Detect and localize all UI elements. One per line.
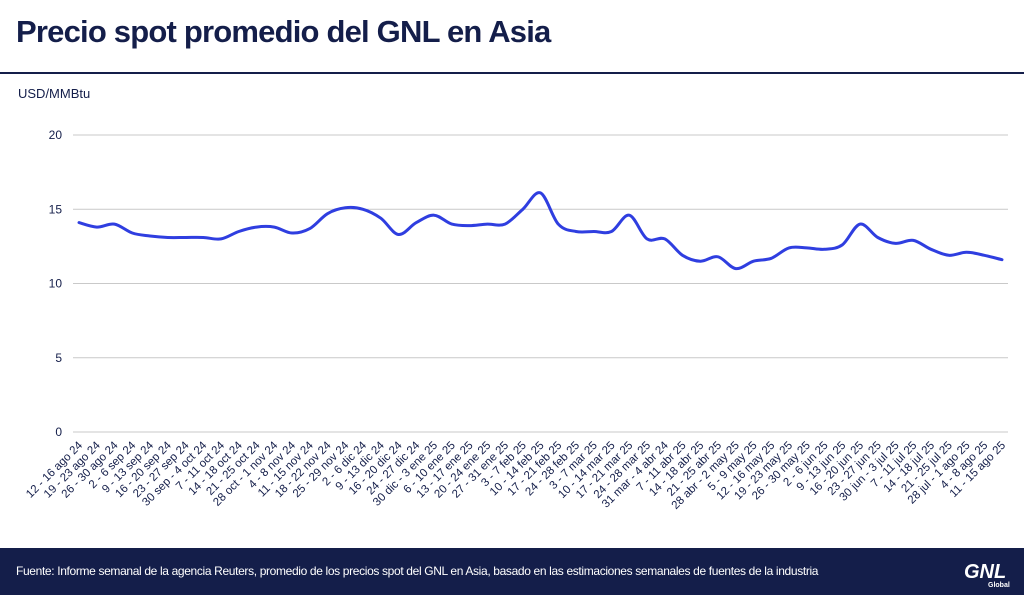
data-point	[875, 234, 881, 240]
data-point	[609, 229, 615, 235]
data-point	[360, 206, 366, 212]
data-point	[165, 234, 171, 240]
data-point	[271, 224, 277, 230]
data-point	[626, 212, 632, 218]
data-point	[484, 221, 490, 227]
data-point	[697, 258, 703, 264]
data-point	[555, 221, 561, 227]
data-point	[662, 236, 668, 242]
data-point	[147, 233, 153, 239]
data-point	[839, 242, 845, 248]
logo-text: GNL	[964, 561, 1006, 583]
gridlines	[73, 134, 1008, 433]
data-point	[733, 266, 739, 272]
data-point	[396, 231, 402, 237]
data-point	[378, 215, 384, 221]
data-point	[804, 245, 810, 251]
data-point	[325, 211, 331, 217]
gnl-global-logo: GNL Global	[964, 561, 1010, 589]
series-line-group	[76, 190, 1005, 272]
y-tick-label: 20	[49, 128, 63, 142]
data-point	[786, 245, 792, 251]
data-point	[236, 229, 242, 235]
data-point	[644, 236, 650, 242]
data-point	[928, 246, 934, 252]
data-point	[857, 221, 863, 227]
logo-subtext: Global	[988, 582, 1010, 589]
y-tick-label: 0	[55, 425, 62, 439]
data-point	[981, 252, 987, 258]
data-point	[910, 237, 916, 243]
data-point	[254, 224, 260, 230]
data-point	[715, 254, 721, 260]
data-point	[289, 230, 295, 236]
data-point	[893, 240, 899, 246]
y-tick-label: 5	[55, 351, 62, 365]
data-point	[538, 190, 544, 196]
data-point	[307, 226, 313, 232]
data-point	[520, 206, 526, 212]
data-point	[822, 246, 828, 252]
data-point	[946, 252, 952, 258]
y-tick-label: 15	[49, 202, 63, 216]
data-point	[94, 224, 100, 230]
data-point	[999, 257, 1005, 263]
data-point	[502, 221, 508, 227]
y-axis-unit-label: USD/MMBtu	[18, 86, 91, 101]
data-point	[680, 252, 686, 258]
data-point	[218, 236, 224, 242]
data-point	[467, 223, 473, 229]
data-point	[76, 220, 82, 226]
data-point	[964, 249, 970, 255]
data-point	[431, 212, 437, 218]
data-point	[768, 255, 774, 261]
data-point	[751, 258, 757, 264]
data-point	[129, 230, 135, 236]
data-point	[200, 234, 206, 240]
source-note: Fuente: Informe semanal de la agencia Re…	[16, 564, 819, 578]
title-divider	[0, 72, 1024, 74]
data-point	[413, 220, 419, 226]
y-tick-labels: 0 5 10 15 20	[49, 128, 63, 439]
data-point	[183, 234, 189, 240]
y-tick-label: 10	[49, 277, 63, 291]
data-point	[449, 221, 455, 227]
data-point	[342, 205, 348, 211]
series-line	[77, 191, 1004, 271]
footer-bar: Fuente: Informe semanal de la agencia Re…	[0, 548, 1024, 595]
data-point	[573, 229, 579, 235]
data-point	[112, 221, 118, 227]
chart-title: Precio spot promedio del GNL en Asia	[16, 14, 551, 49]
data-point	[591, 229, 597, 235]
